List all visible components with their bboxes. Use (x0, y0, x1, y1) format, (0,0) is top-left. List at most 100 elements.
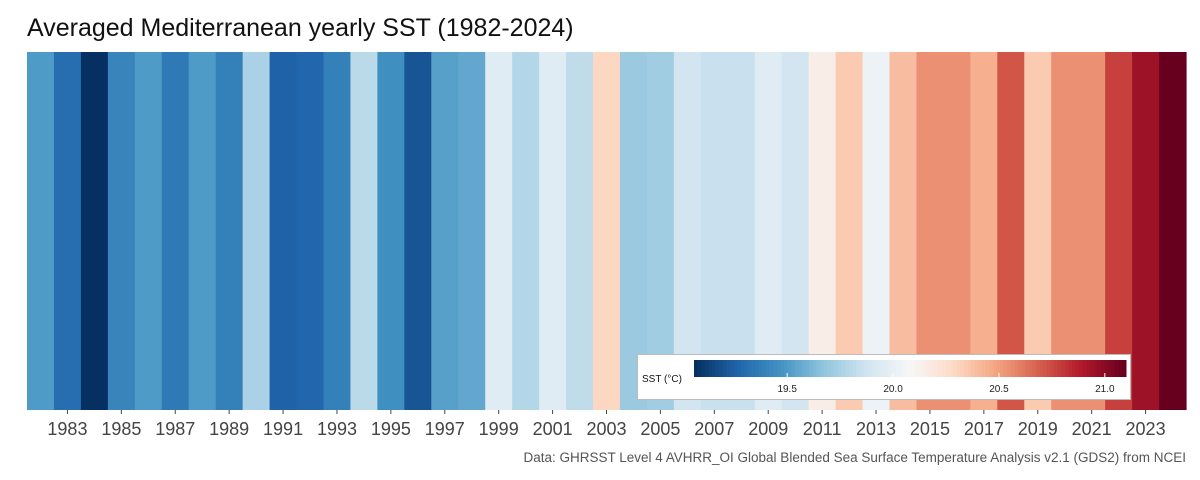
x-tick-label: 2023 (1126, 419, 1166, 439)
colorbar-segment (838, 360, 843, 377)
colorbar-segment (949, 360, 954, 377)
colorbar-segment (726, 360, 731, 377)
x-tick-label: 2009 (748, 419, 788, 439)
colorbar-segment (1025, 360, 1030, 377)
colorbar-tick-label: 19.5 (777, 384, 797, 395)
colorbar-segment (751, 360, 756, 377)
colorbar-segment (866, 360, 871, 377)
colorbar-tick-label: 20.5 (989, 384, 1009, 395)
colorbar-segment (892, 360, 897, 377)
colorbar-segment (960, 360, 965, 377)
colorbar-segment (841, 360, 846, 377)
colorbar-segment (1072, 360, 1077, 377)
colorbar-segment (1050, 360, 1055, 377)
stripe-1985 (107, 52, 136, 410)
colorbar-segment (953, 360, 958, 377)
stripe-2009 (754, 52, 783, 410)
colorbar-segment (996, 360, 1001, 377)
colorbar-segment (694, 360, 699, 377)
colorbar-tick-label: 20.0 (883, 384, 903, 395)
stripe-2002 (566, 52, 594, 410)
stripe-2014 (889, 52, 918, 410)
colorbar-segment (1075, 360, 1080, 377)
x-tick-label: 1983 (47, 419, 87, 439)
x-tick-label: 2001 (533, 419, 573, 439)
colorbar-segment (766, 360, 771, 377)
colorbar-segment (1014, 360, 1019, 377)
colorbar-segment (1115, 360, 1120, 377)
colorbar-segment (888, 360, 893, 377)
colorbar-segment (971, 360, 976, 377)
colorbar-segment (881, 360, 886, 377)
colorbar-segment (978, 360, 983, 377)
colorbar-segment (748, 360, 753, 377)
stripe-1989 (215, 52, 244, 410)
colorbar-segment (992, 360, 997, 377)
colorbar-segment (1108, 360, 1113, 377)
colorbar-segment (780, 360, 785, 377)
stripe-1997 (431, 52, 459, 410)
stripe-2022 (1105, 52, 1133, 410)
colorbar-segment (1061, 360, 1066, 377)
colorbar-segment (744, 360, 749, 377)
stripe-1983 (53, 52, 82, 410)
colorbar-segment (1036, 360, 1041, 377)
colorbar-segment (942, 360, 947, 377)
colorbar-segment (773, 360, 778, 377)
x-tick-label: 2011 (803, 419, 842, 439)
colorbar-segment (812, 360, 817, 377)
colorbar-segment (928, 360, 933, 377)
colorbar-segment (931, 360, 936, 377)
colorbar-segment (1018, 360, 1023, 377)
x-tick-label: 2005 (640, 419, 680, 439)
stripe-1986 (134, 52, 163, 410)
colorbar-segment (712, 360, 717, 377)
x-tick-label: 1991 (263, 419, 303, 439)
colorbar-segment (859, 360, 864, 377)
colorbar-segment (845, 360, 850, 377)
stripe-2019 (1024, 52, 1052, 410)
stripe-1991 (269, 52, 298, 410)
colorbar-segment (805, 360, 810, 377)
colorbar-segment (870, 360, 875, 377)
stripe-2015 (916, 52, 945, 410)
colorbar-segment (740, 360, 745, 377)
colorbar-segment (856, 360, 861, 377)
colorbar-segment (762, 360, 767, 377)
stripe-2013 (862, 52, 891, 410)
stripe-2006 (673, 52, 702, 410)
colorbar-segment (895, 360, 900, 377)
x-tick-label: 2007 (694, 419, 734, 439)
colorbar-segment (852, 360, 857, 377)
stripe-1990 (242, 52, 271, 410)
colorbar-segment (924, 360, 929, 377)
colorbar-segment (956, 360, 961, 377)
x-tick-label: 2013 (856, 419, 896, 439)
colorbar-segment (1010, 360, 1015, 377)
stripe-1987 (161, 52, 190, 410)
colorbar-segment (1090, 360, 1095, 377)
colorbar-segment (827, 360, 832, 377)
chart-title: Averaged Mediterranean yearly SST (1982-… (27, 14, 574, 42)
colorbar-segment (1028, 360, 1033, 377)
colorbar-segment (802, 360, 807, 377)
colorbar-segment (1118, 360, 1123, 377)
stripe-2003 (593, 52, 621, 410)
colorbar-segment (1000, 360, 1005, 377)
x-tick-label: 1995 (371, 419, 411, 439)
colorbar-segment (823, 360, 828, 377)
colorbar-segment (787, 360, 792, 377)
colorbar-segment (1093, 360, 1098, 377)
stripe-2017 (970, 52, 998, 410)
colorbar-segment (1021, 360, 1026, 377)
colorbar-segment (784, 360, 789, 377)
stripes-chart: 1983 1985 1987 1989 1991 1993 1995 1997 1999 2001… (27, 52, 1187, 439)
stripe-2000 (512, 52, 540, 410)
colorbar-tick-label: 21.0 (1095, 384, 1115, 395)
colorbar-segment (874, 360, 879, 377)
colorbar-segment (1104, 360, 1109, 377)
colorbar-segment (830, 360, 835, 377)
legend-title: SST (°C) (642, 374, 682, 385)
x-tick-label: 1985 (101, 419, 141, 439)
x-tick-label: 1999 (479, 419, 519, 439)
